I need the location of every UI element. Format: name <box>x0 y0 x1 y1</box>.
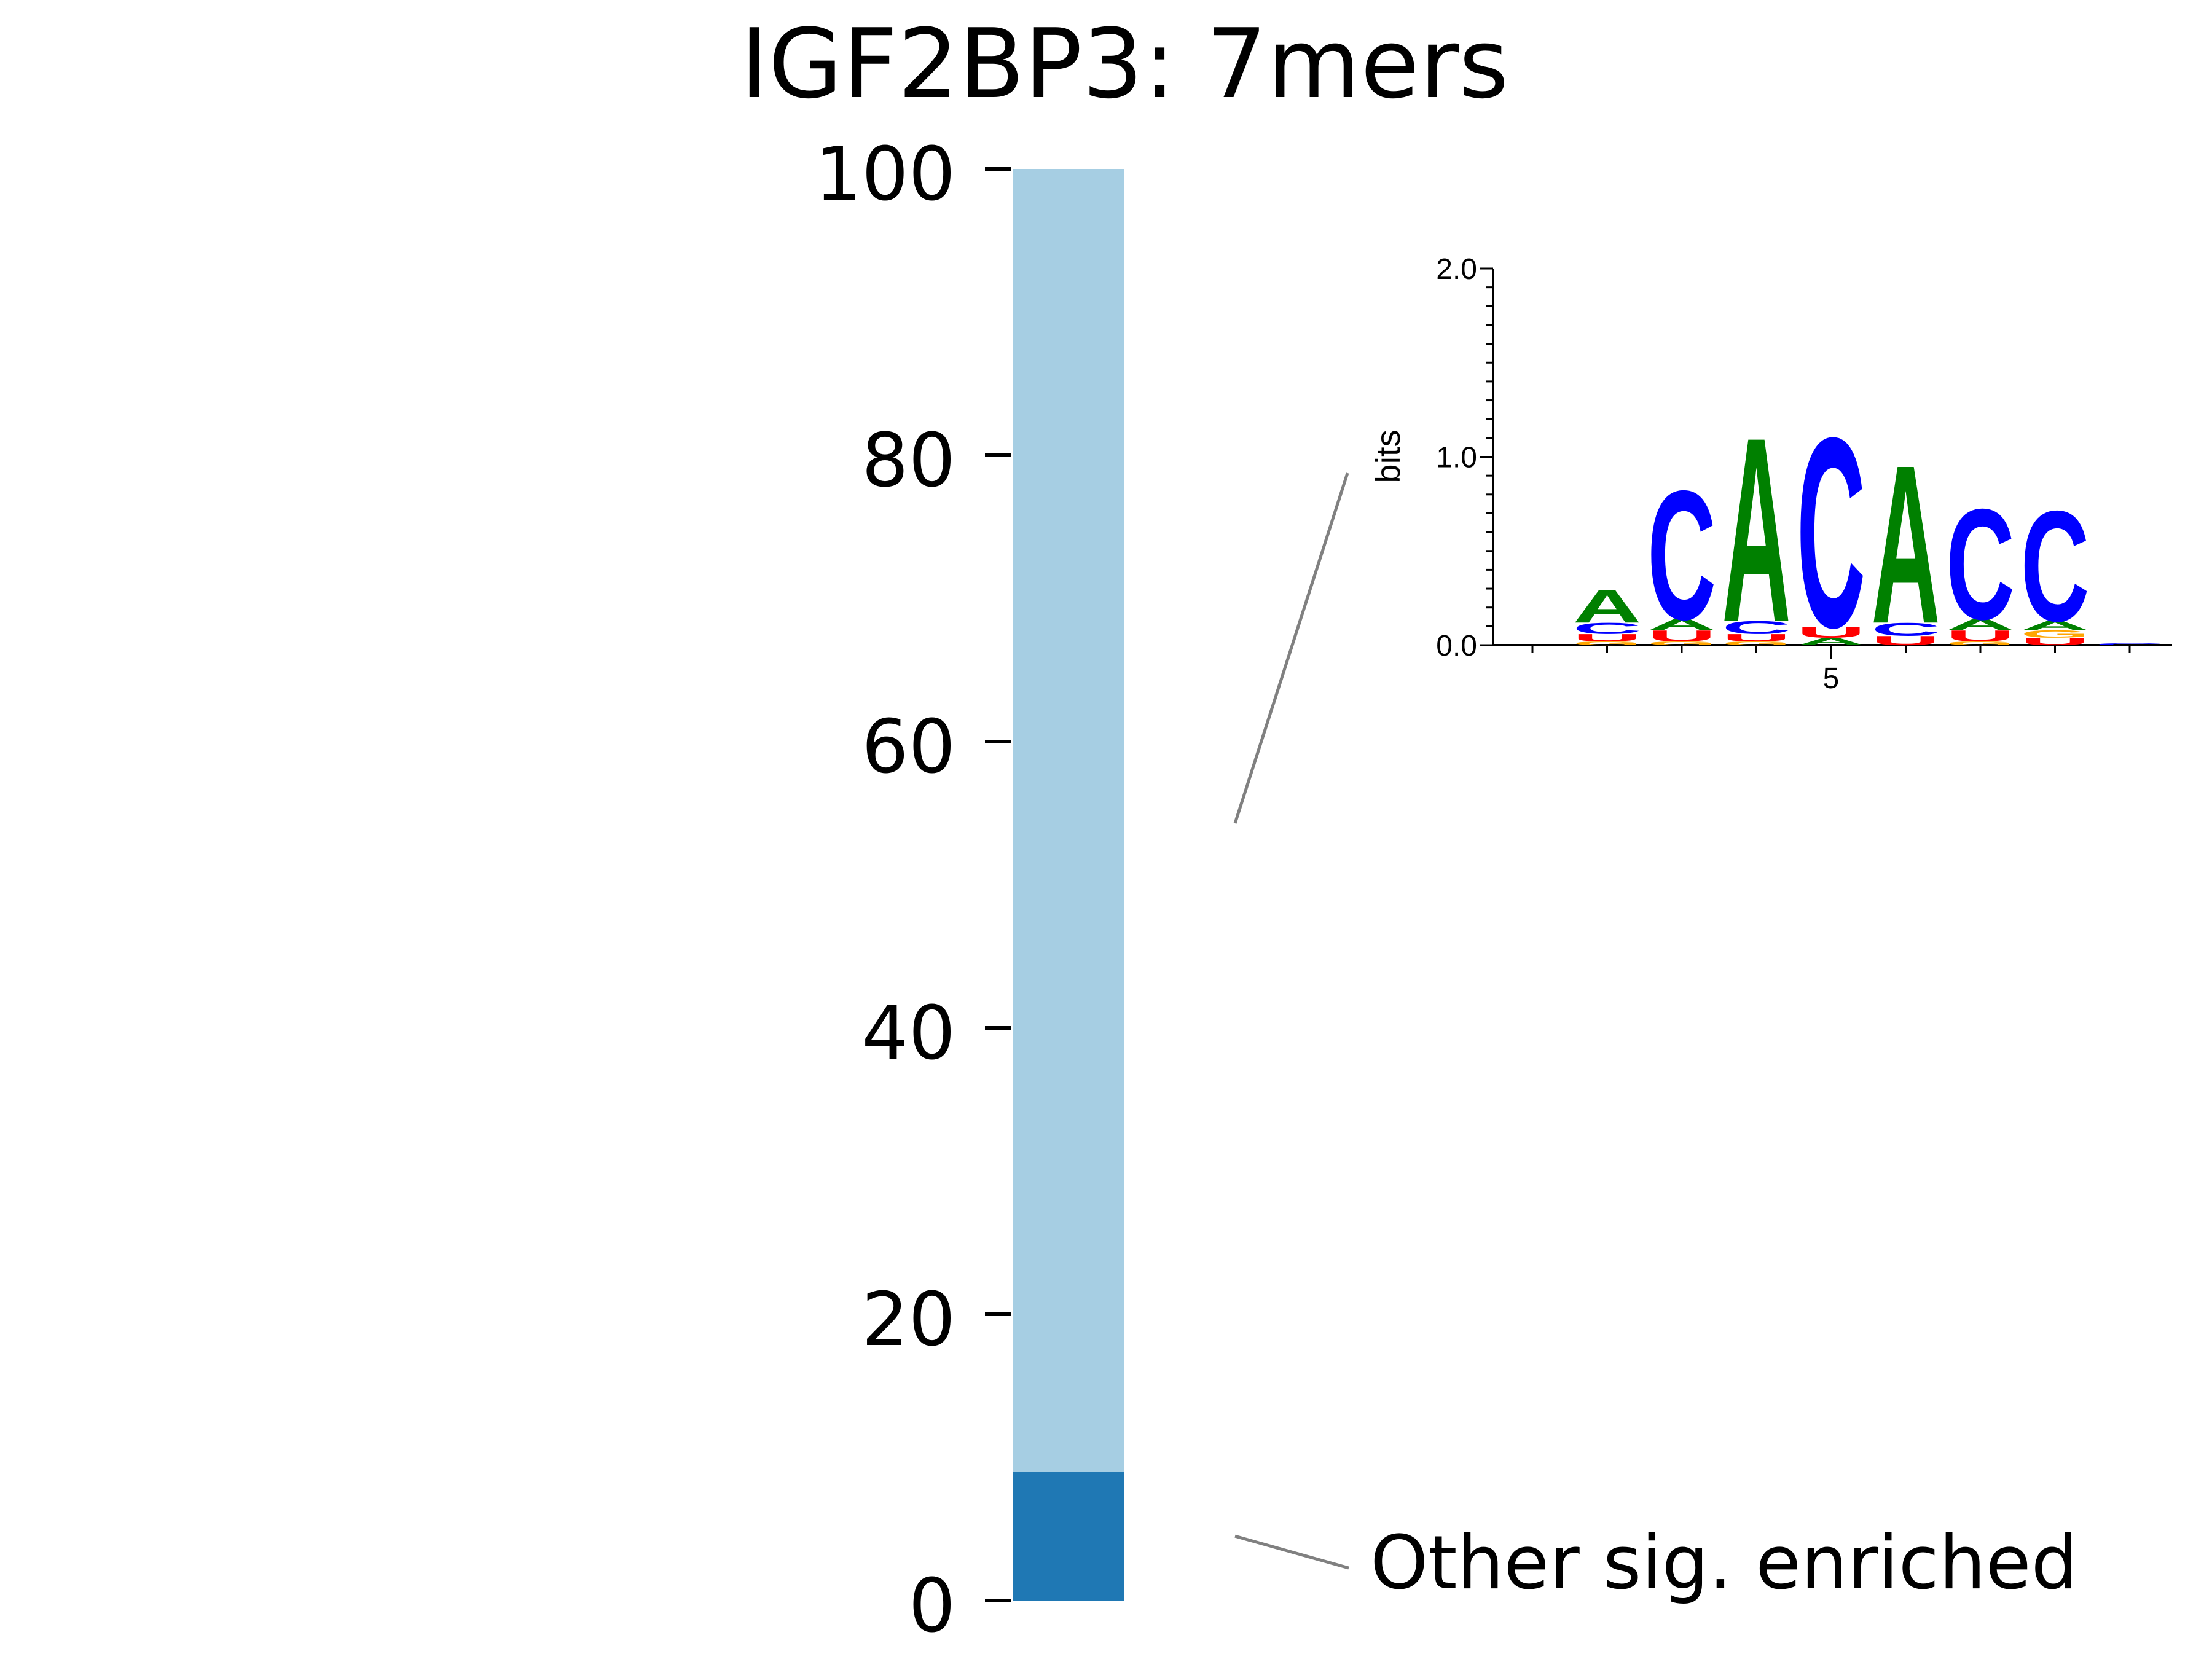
logo-y-axis-label: bits <box>1368 429 1407 483</box>
logo-letter: U <box>1872 633 1940 648</box>
logo-letter: A <box>1946 616 2015 633</box>
logo-letter: G <box>1573 640 1642 646</box>
logo-letter: U <box>2021 636 2090 648</box>
logo-x-tick-label: 5 <box>1823 662 1840 695</box>
logo-letter: A <box>1647 616 1716 633</box>
logo-y-tick-label: 1.0 <box>1436 442 1477 474</box>
y-axis: 0 20 40 60 80 100 <box>815 132 1011 1649</box>
y-tick-label: 40 <box>861 991 955 1076</box>
logo-letter: U <box>1797 623 1865 641</box>
logo-letter: G <box>1722 640 1791 646</box>
logo-letter: A <box>2021 618 2090 633</box>
y-tick-label: 0 <box>909 1564 955 1649</box>
logo-letter: G <box>1647 640 1716 646</box>
y-tick-label: 80 <box>861 418 955 504</box>
chart-title: IGF2BP3: 7mers <box>740 8 1509 120</box>
logo-y-tick-label: 2.0 <box>1436 253 1477 286</box>
logo-letter: A <box>1797 636 1865 648</box>
stacked-bar <box>1013 169 1124 1601</box>
segment-label: Other sig. enriched <box>1370 1521 2078 1606</box>
logo-letter: C <box>2095 643 2164 646</box>
callouts: Other sig. enriched <box>1233 472 2078 1606</box>
logo-letter: A <box>1722 384 1791 677</box>
logo-letter: C <box>1946 476 2015 653</box>
logo-letter: C <box>1647 452 1716 658</box>
logo-letter: C <box>1573 619 1642 637</box>
y-tick-label: 100 <box>815 132 955 218</box>
logo-letter: C <box>1872 619 1940 640</box>
logo-letter: A <box>1573 579 1642 632</box>
y-tick-label: 60 <box>861 705 955 790</box>
callout-line <box>1234 1534 1349 1570</box>
logo-letter: C <box>1722 617 1791 638</box>
logo-letter: U <box>1573 632 1642 644</box>
logo-letter: C <box>2021 478 2090 654</box>
logo-letter: A <box>1871 418 1940 671</box>
logo-letter: U <box>1647 627 1716 645</box>
bar-segment <box>1013 1472 1124 1601</box>
logo-letter: G <box>1946 640 2015 646</box>
logo-letter: U <box>1722 632 1791 644</box>
bar-segment <box>1013 169 1124 1472</box>
y-tick-label: 20 <box>861 1277 955 1363</box>
logo-letter: C <box>1797 382 1865 684</box>
callout-line <box>1233 472 1349 824</box>
logo-letter: U <box>1946 627 2015 645</box>
logo-letter: G <box>2021 628 2090 640</box>
logo-y-tick-label: 0.0 <box>1436 630 1477 662</box>
